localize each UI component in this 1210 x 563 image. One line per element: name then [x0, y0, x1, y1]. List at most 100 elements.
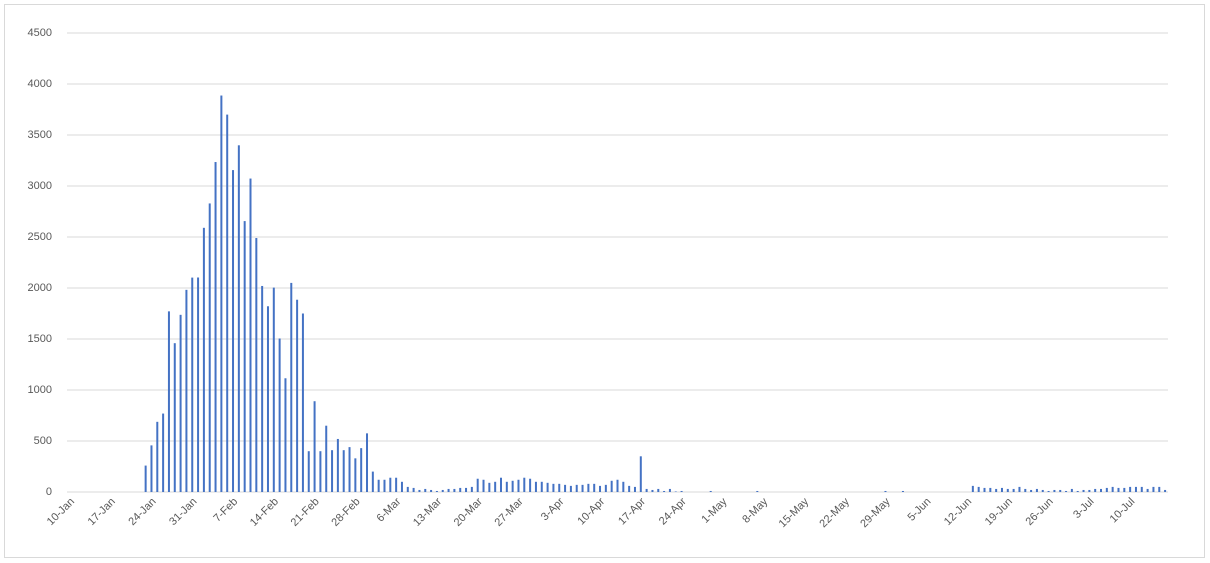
bar [1082, 489, 1085, 492]
bar [354, 458, 357, 492]
bar [569, 485, 572, 492]
bar [610, 480, 613, 492]
bar [162, 413, 165, 492]
bar [639, 456, 642, 492]
bar [284, 378, 287, 492]
bar [249, 178, 252, 492]
chart-frame [4, 4, 1205, 558]
bar [581, 484, 584, 492]
bar [1105, 487, 1108, 492]
bar [412, 487, 415, 492]
bar [534, 481, 537, 492]
bar [424, 488, 427, 492]
bar [756, 490, 759, 492]
bar [1111, 486, 1114, 492]
bar [430, 489, 433, 492]
bar [645, 488, 648, 492]
bar [383, 479, 386, 492]
y-tick-label: 0 [46, 486, 52, 498]
bar [1035, 488, 1038, 492]
bar [371, 471, 374, 492]
bar [144, 465, 147, 492]
bar [983, 487, 986, 492]
bar [1053, 489, 1056, 492]
bar [1076, 490, 1079, 492]
bar [1158, 486, 1161, 492]
bar [150, 445, 153, 492]
bar [1047, 490, 1050, 492]
y-tick-label: 1000 [28, 384, 52, 396]
bar [243, 221, 246, 492]
bar [529, 478, 532, 492]
bar [179, 314, 182, 492]
bar [558, 483, 561, 492]
bar [1100, 488, 1103, 492]
bar [1123, 487, 1126, 492]
bar [663, 490, 666, 492]
bar [1134, 486, 1137, 492]
bar [197, 277, 200, 492]
bar [220, 95, 223, 492]
bar [628, 485, 631, 492]
bar [523, 477, 526, 492]
bar [1030, 489, 1033, 492]
bar [301, 313, 304, 492]
y-tick-label: 4000 [28, 78, 52, 90]
y-tick-label: 2000 [28, 282, 52, 294]
bar [977, 486, 980, 492]
bar [366, 433, 369, 492]
bar [167, 311, 170, 492]
bar [156, 421, 159, 492]
bar [255, 238, 258, 492]
bar [1117, 487, 1120, 492]
bar [237, 145, 240, 492]
y-tick-label: 1500 [28, 333, 52, 345]
bar [1094, 488, 1097, 492]
bar [214, 162, 217, 492]
y-tick-label: 3000 [28, 180, 52, 192]
y-tick-label: 4500 [28, 27, 52, 39]
bar [418, 489, 421, 492]
bar [488, 482, 491, 492]
bar [173, 343, 176, 492]
bar [540, 481, 543, 492]
bar [971, 485, 974, 492]
bar [668, 488, 671, 492]
bar [1041, 489, 1044, 492]
y-tick-label: 500 [34, 435, 52, 447]
bar [674, 491, 677, 492]
bar [989, 487, 992, 492]
bar [261, 285, 264, 492]
bar [587, 483, 590, 492]
bar [331, 450, 334, 492]
bar [447, 488, 450, 492]
bar [1152, 486, 1155, 492]
bar [1059, 489, 1062, 492]
bar [336, 438, 339, 492]
bar [441, 489, 444, 492]
bar [278, 338, 281, 492]
y-tick-label: 2500 [28, 231, 52, 243]
bar [1018, 486, 1021, 492]
bar [272, 287, 275, 492]
bar [226, 114, 229, 492]
bar [290, 282, 293, 492]
y-tick-label: 3500 [28, 129, 52, 141]
bar [499, 477, 502, 492]
bar [208, 203, 211, 492]
bar [517, 479, 520, 492]
bar [319, 451, 322, 492]
bar [400, 481, 403, 492]
bar [377, 479, 380, 492]
bar [604, 484, 607, 492]
bar [995, 488, 998, 492]
bar [360, 448, 363, 492]
bar [406, 486, 409, 492]
bar [465, 487, 468, 492]
bar [266, 306, 269, 492]
bar [494, 481, 497, 492]
bar [185, 289, 188, 492]
bar [325, 425, 328, 492]
bar [1146, 488, 1149, 492]
bar [1140, 486, 1143, 492]
